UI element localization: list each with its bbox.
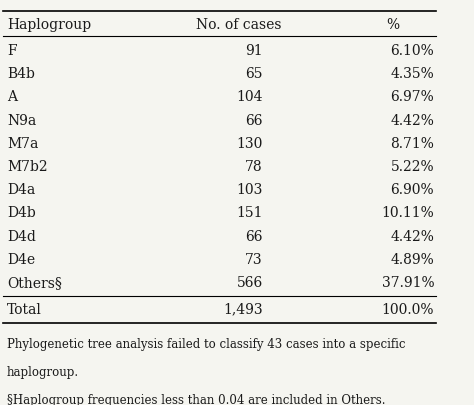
Text: 4.42%: 4.42% bbox=[391, 229, 434, 243]
Text: 6.10%: 6.10% bbox=[391, 44, 434, 58]
Text: Total: Total bbox=[7, 302, 42, 316]
Text: Haplogroup: Haplogroup bbox=[7, 18, 91, 32]
Text: 66: 66 bbox=[246, 229, 263, 243]
Text: Phylogenetic tree analysis failed to classify 43 cases into a specific: Phylogenetic tree analysis failed to cla… bbox=[7, 338, 406, 351]
Text: 103: 103 bbox=[237, 183, 263, 197]
Text: 4.89%: 4.89% bbox=[391, 252, 434, 266]
Text: 6.90%: 6.90% bbox=[391, 183, 434, 197]
Text: 100.0%: 100.0% bbox=[382, 302, 434, 316]
Text: D4d: D4d bbox=[7, 229, 36, 243]
Text: 1,493: 1,493 bbox=[223, 302, 263, 316]
Text: A: A bbox=[7, 90, 17, 104]
Text: 10.11%: 10.11% bbox=[382, 206, 434, 220]
Text: 66: 66 bbox=[246, 113, 263, 127]
Text: 4.35%: 4.35% bbox=[391, 67, 434, 81]
Text: 6.97%: 6.97% bbox=[391, 90, 434, 104]
Text: D4e: D4e bbox=[7, 252, 35, 266]
Text: No. of cases: No. of cases bbox=[196, 18, 282, 32]
Text: 65: 65 bbox=[246, 67, 263, 81]
Text: N9a: N9a bbox=[7, 113, 36, 127]
Text: 5.22%: 5.22% bbox=[391, 160, 434, 173]
Text: D4a: D4a bbox=[7, 183, 36, 197]
Text: M7a: M7a bbox=[7, 136, 38, 150]
Text: F: F bbox=[7, 44, 17, 58]
Text: 130: 130 bbox=[237, 136, 263, 150]
Text: 73: 73 bbox=[246, 252, 263, 266]
Text: 4.42%: 4.42% bbox=[391, 113, 434, 127]
Text: 91: 91 bbox=[246, 44, 263, 58]
Text: 37.91%: 37.91% bbox=[382, 275, 434, 289]
Text: %: % bbox=[386, 18, 400, 32]
Text: Others§: Others§ bbox=[7, 275, 62, 289]
Text: 566: 566 bbox=[237, 275, 263, 289]
Text: M7b2: M7b2 bbox=[7, 160, 48, 173]
Text: §Haplogroup frequencies less than 0.04 are included in Others.: §Haplogroup frequencies less than 0.04 a… bbox=[7, 393, 386, 405]
Text: 104: 104 bbox=[237, 90, 263, 104]
Text: B4b: B4b bbox=[7, 67, 35, 81]
Text: 8.71%: 8.71% bbox=[391, 136, 434, 150]
Text: D4b: D4b bbox=[7, 206, 36, 220]
Text: 78: 78 bbox=[246, 160, 263, 173]
Text: 151: 151 bbox=[237, 206, 263, 220]
Text: haplogroup.: haplogroup. bbox=[7, 365, 79, 378]
